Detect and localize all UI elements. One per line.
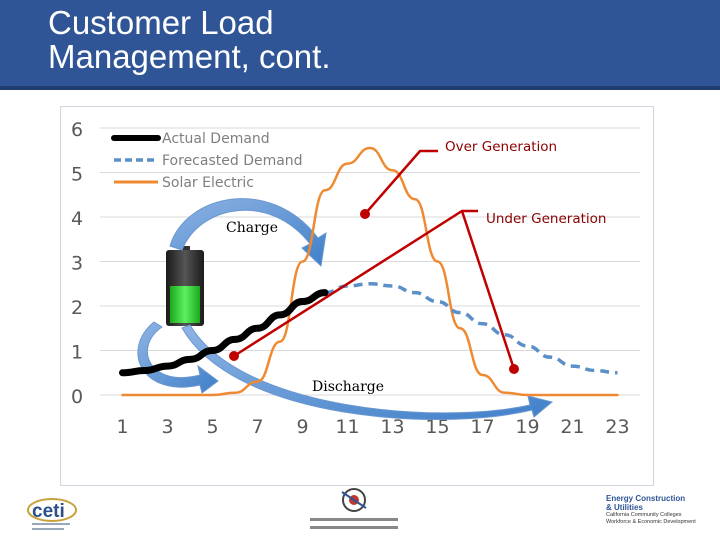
x-tick-label: 5	[206, 416, 218, 438]
chart-legend: Actual Demand Forecasted Demand Solar El…	[111, 131, 303, 191]
discharge-arrow-left	[137, 321, 219, 394]
discharge-label: Discharge	[312, 379, 384, 395]
charge-arrow	[169, 198, 327, 268]
y-tick-label: 1	[71, 342, 83, 364]
header-divider	[0, 86, 720, 90]
center-seal-logo	[310, 488, 398, 529]
x-tick-label: 17	[470, 416, 494, 438]
slide-title-line-1: Customer Load	[48, 4, 274, 41]
y-axis-ticks: 0 1 2 3 4 5 6	[71, 119, 83, 408]
ecu-logo-line-3: California Community Colleges	[606, 512, 682, 518]
under-generation-label: Under Generation	[486, 211, 606, 227]
legend-label-solar: Solar Electric	[162, 175, 254, 191]
x-axis-ticks: 1 3 5 7 9 11 13 15 17 19 21 23	[116, 416, 629, 438]
y-tick-label: 4	[71, 208, 83, 230]
ceti-logo-text: ceti	[32, 501, 65, 522]
y-tick-label: 5	[71, 164, 83, 186]
battery-icon	[166, 246, 204, 326]
y-tick-label: 0	[71, 386, 83, 408]
x-tick-label: 1	[116, 416, 128, 438]
x-tick-label: 3	[161, 416, 173, 438]
series-solar-electric	[121, 146, 619, 397]
series-forecasted-demand	[324, 282, 618, 375]
slide-title: Customer Load Management, cont.	[48, 6, 331, 74]
x-tick-label: 23	[605, 416, 629, 438]
chart-frame	[60, 106, 654, 486]
x-tick-label: 7	[251, 416, 263, 438]
x-tick-label: 11	[335, 416, 359, 438]
x-tick-label: 19	[515, 416, 539, 438]
x-tick-label: 13	[380, 416, 404, 438]
series-actual-demand	[119, 289, 329, 377]
ceti-logo: ceti	[27, 498, 77, 530]
ecu-logo-line-4: Workforce & Economic Development	[606, 519, 696, 525]
x-tick-label: 21	[560, 416, 584, 438]
x-tick-label: 15	[425, 416, 449, 438]
slide-header	[0, 0, 720, 90]
x-tick-label: 9	[296, 416, 308, 438]
slide-title-line-2: Management, cont.	[48, 38, 331, 75]
legend-label-actual: Actual Demand	[162, 131, 270, 147]
energy-construction-logo: Energy Construction & Utilities Californ…	[606, 494, 714, 526]
under-generation-callout: Under Generation	[229, 209, 606, 374]
y-tick-label: 2	[71, 297, 83, 319]
y-tick-label: 6	[71, 119, 83, 141]
charge-label: Charge	[226, 220, 278, 236]
ecu-logo-line-1: Energy Construction	[606, 494, 686, 503]
legend-label-forecast: Forecasted Demand	[162, 153, 303, 169]
y-tick-label: 3	[71, 253, 83, 275]
ecu-logo-line-2: & Utilities	[606, 503, 643, 512]
series-lines	[119, 146, 619, 397]
over-generation-callout: Over Generation	[360, 139, 557, 219]
over-generation-label: Over Generation	[445, 139, 557, 155]
discharge-arrow-bottom	[181, 324, 554, 420]
